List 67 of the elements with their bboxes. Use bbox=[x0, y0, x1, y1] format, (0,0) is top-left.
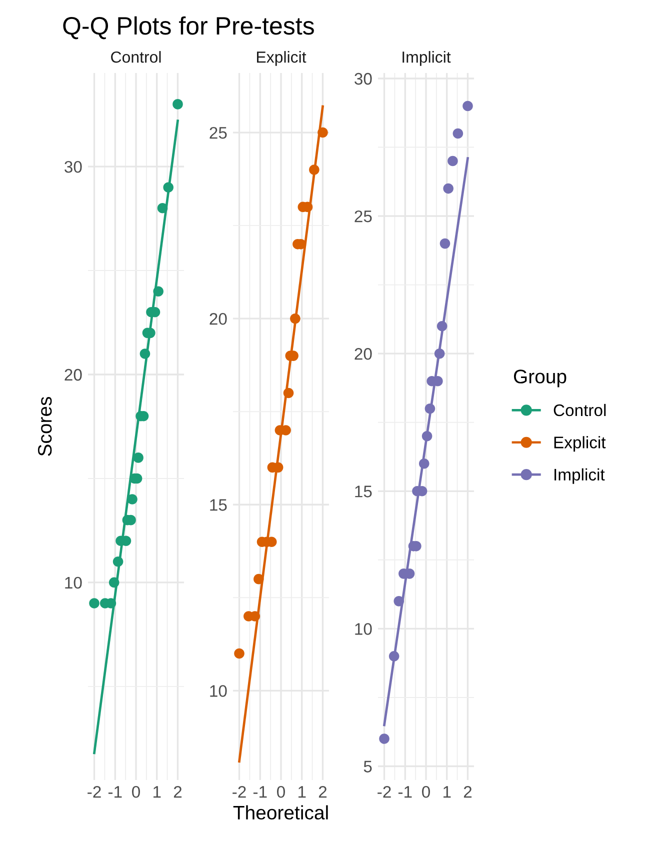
x-tick-label: 2 bbox=[464, 786, 472, 798]
y-tick-label: 10 bbox=[65, 576, 82, 589]
point bbox=[379, 734, 390, 744]
y-tick-label: 25 bbox=[210, 126, 227, 139]
point bbox=[443, 183, 454, 194]
x-tick-label: -1 bbox=[253, 786, 267, 798]
x-tick-label: -2 bbox=[378, 786, 391, 798]
chart-title: Q-Q Plots for Pre-tests bbox=[63, 16, 314, 40]
x-tick-label: 0 bbox=[132, 786, 140, 798]
y-tick-label: 10 bbox=[210, 685, 227, 697]
point bbox=[418, 458, 430, 469]
point bbox=[140, 348, 150, 359]
point bbox=[424, 403, 436, 414]
y-tick-label: 5 bbox=[364, 760, 372, 772]
chart-subtitle: Explicit bbox=[257, 51, 306, 66]
chart-subtitle: Implicit bbox=[402, 51, 451, 66]
x-tick-label: -2 bbox=[88, 786, 101, 798]
point bbox=[448, 156, 458, 166]
x-tick-label: 2 bbox=[318, 786, 327, 798]
x-tick-label: 1 bbox=[444, 786, 451, 798]
point bbox=[112, 556, 124, 567]
point bbox=[290, 313, 300, 324]
y-tick-label: 10 bbox=[355, 623, 372, 635]
chart-subtitle: Control bbox=[111, 51, 161, 63]
point bbox=[452, 128, 464, 139]
point bbox=[422, 430, 432, 442]
point bbox=[462, 100, 473, 112]
y-axis-title: Scores bbox=[38, 396, 52, 456]
x-tick-label: -1 bbox=[108, 786, 122, 798]
point bbox=[163, 182, 174, 193]
x-tick-label: -1 bbox=[398, 786, 412, 798]
y-tick-label: 30 bbox=[64, 160, 82, 173]
point bbox=[434, 348, 445, 359]
point bbox=[283, 388, 294, 398]
x-tick-label: -2 bbox=[232, 786, 246, 798]
y-tick-label: 15 bbox=[355, 486, 372, 498]
point bbox=[318, 127, 328, 138]
y-tick-label: 25 bbox=[354, 210, 372, 222]
point bbox=[127, 494, 138, 504]
point bbox=[89, 598, 100, 608]
point bbox=[394, 596, 404, 606]
legend-label: Control bbox=[554, 404, 606, 416]
y-tick-label: 20 bbox=[354, 348, 372, 360]
y-tick-label: 20 bbox=[210, 312, 227, 325]
point bbox=[440, 238, 450, 249]
y-tick-label: 30 bbox=[354, 72, 372, 85]
point bbox=[388, 651, 400, 662]
x-tick-label: 2 bbox=[174, 786, 182, 798]
x-axis-title: Theoretical bbox=[233, 805, 328, 820]
x-tick-label: 1 bbox=[154, 786, 161, 798]
point bbox=[172, 99, 183, 110]
y-tick-label: 15 bbox=[210, 499, 227, 511]
point bbox=[108, 577, 120, 588]
y-tick-label: 20 bbox=[64, 368, 82, 381]
x-tick-label: 1 bbox=[298, 786, 306, 798]
point bbox=[254, 574, 264, 584]
x-tick-label: 0 bbox=[277, 786, 285, 798]
x-tick-label: 0 bbox=[422, 786, 430, 798]
point bbox=[153, 286, 164, 296]
point bbox=[234, 648, 244, 659]
legend-title: Group bbox=[514, 370, 566, 388]
point bbox=[157, 203, 168, 214]
legend-label: Implicit bbox=[554, 468, 605, 484]
legend-label: Explicit bbox=[554, 436, 606, 452]
point bbox=[436, 320, 448, 332]
point bbox=[309, 164, 320, 175]
point bbox=[133, 452, 144, 463]
